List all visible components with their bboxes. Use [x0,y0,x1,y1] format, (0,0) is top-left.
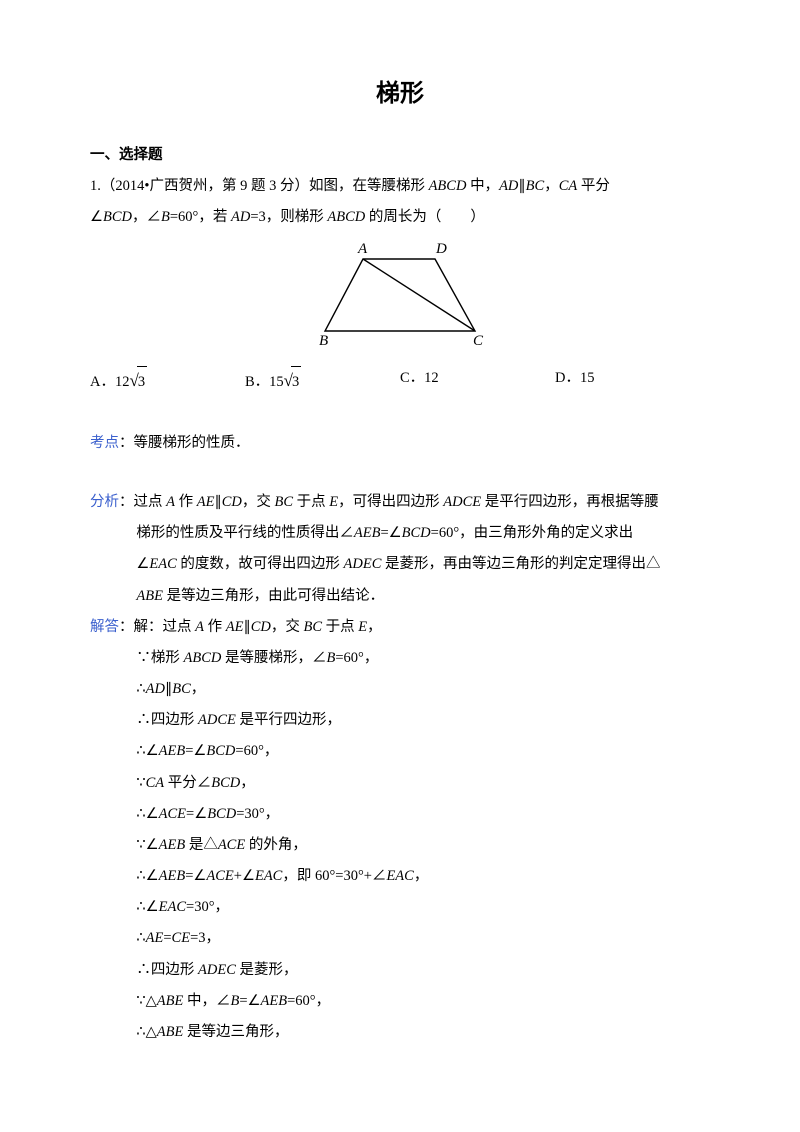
fenxi-line4: ABE 是等边三角形，由此可得出结论． [90,581,710,612]
step-3: ∴四边形 ADCE 是平行四边形， [90,705,710,736]
step-4: ∴∠AEB=∠BCD=60°， [90,736,710,767]
step-1: ∵梯形 ABCD 是等腰梯形，∠B=60°， [90,643,710,674]
fenxi-line1: 分析：过点 A 作 AE∥CD，交 BC 于点 E，可得出四边形 ADCE 是平… [90,487,710,518]
choice-a: A．12√3 [90,363,245,400]
choice-d: D．15 [555,363,710,400]
document-page: 梯形 一、选择题 1.（2014•广西贺州，第 9 题 3 分）如图，在等腰梯形… [0,0,800,1132]
svg-text:C: C [473,333,484,349]
step-7: ∵∠AEB 是△ACE 的外角， [90,830,710,861]
step-13: ∴△ABE 是等边三角形， [90,1017,710,1048]
section-header: 一、选择题 [90,140,710,171]
choice-b: B．15√3 [245,363,400,400]
fenxi-line2: 梯形的性质及平行线的性质得出∠AEB=∠BCD=60°，由三角形外角的定义求出 [90,518,710,549]
question-1-line2: ∠BCD，∠B=60°，若 AD=3，则梯形 ABCD 的周长为（ ） [90,202,710,233]
step-11: ∴四边形 ADEC 是菱形， [90,955,710,986]
question-1-line1: 1.（2014•广西贺州，第 9 题 3 分）如图，在等腰梯形 ABCD 中，A… [90,171,710,202]
svg-text:B: B [319,333,328,349]
svg-text:D: D [435,241,447,257]
fenxi-line3: ∠EAC 的度数，故可得出四边形 ADEC 是菱形，再由等边三角形的判定定理得出… [90,549,710,580]
trapezoid-diagram: A D B C [90,239,710,361]
jieda-label: 解答 [90,619,119,635]
page-title: 梯形 [90,68,710,120]
step-2: ∴AD∥BC， [90,674,710,705]
kaodian-row: 考点：等腰梯形的性质． [90,428,710,459]
step-8: ∴∠AEB=∠ACE+∠EAC，即 60°=30°+∠EAC， [90,861,710,892]
kaodian-label: 考点 [90,435,119,451]
fenxi-label: 分析 [90,494,119,510]
step-10: ∴AE=CE=3， [90,923,710,954]
step-6: ∴∠ACE=∠BCD=30°， [90,799,710,830]
svg-text:A: A [357,241,368,257]
choice-c: C．12 [400,363,555,400]
step-12: ∵△ABE 中，∠B=∠AEB=60°， [90,986,710,1017]
answer-choices: A．12√3 B．15√3 C．12 D．15 [90,363,710,400]
step-9: ∴∠EAC=30°， [90,892,710,923]
step-5: ∵CA 平分∠BCD， [90,768,710,799]
jieda-line0: 解答：解：过点 A 作 AE∥CD，交 BC 于点 E， [90,612,710,643]
